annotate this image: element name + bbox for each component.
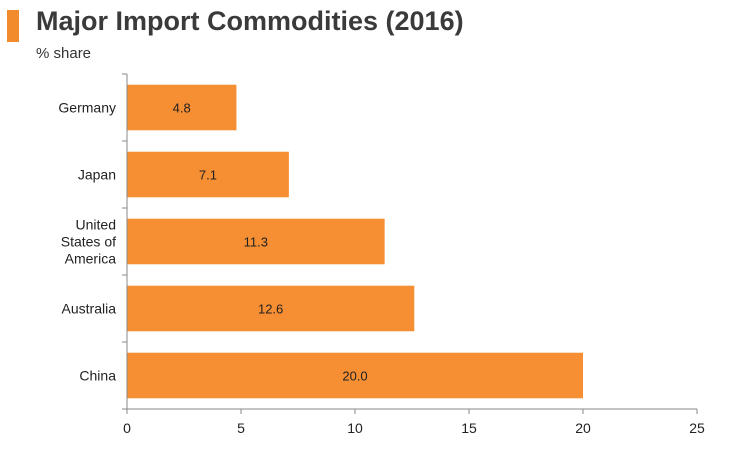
axes-group: 0 5 10 15 20 25	[122, 73, 705, 436]
category-label: United	[76, 217, 116, 233]
chart-subtitle: % share	[36, 45, 92, 62]
x-tick-label: 25	[689, 420, 705, 436]
bar	[127, 352, 583, 399]
bar	[127, 218, 385, 265]
bar-value-label: 4.8	[173, 101, 191, 116]
bar-value-label: 7.1	[199, 168, 217, 183]
bar-value-label: 12.6	[258, 302, 283, 317]
category-label: Germany	[58, 100, 116, 116]
chart-title: Major Import Commodities (2016)	[36, 6, 464, 36]
x-tick-label: 20	[575, 420, 591, 436]
bar	[127, 285, 415, 332]
x-tick-label: 10	[347, 420, 363, 436]
x-tick-label: 5	[237, 420, 245, 436]
title-accent-bar	[7, 10, 19, 42]
bars-group: 4.8 7.1 11.3 12.6 20.0	[127, 84, 583, 399]
category-label: America	[65, 251, 117, 267]
category-label: States of	[61, 234, 116, 250]
x-tick-label: 0	[123, 420, 131, 436]
category-label: China	[79, 368, 116, 384]
category-label: Australia	[62, 301, 117, 317]
bar	[127, 84, 237, 131]
bar	[127, 151, 289, 198]
category-label: Japan	[78, 167, 116, 183]
bar-value-label: 20.0	[342, 369, 367, 384]
x-tick-label: 15	[461, 420, 477, 436]
bar-value-label: 11.3	[244, 235, 268, 250]
